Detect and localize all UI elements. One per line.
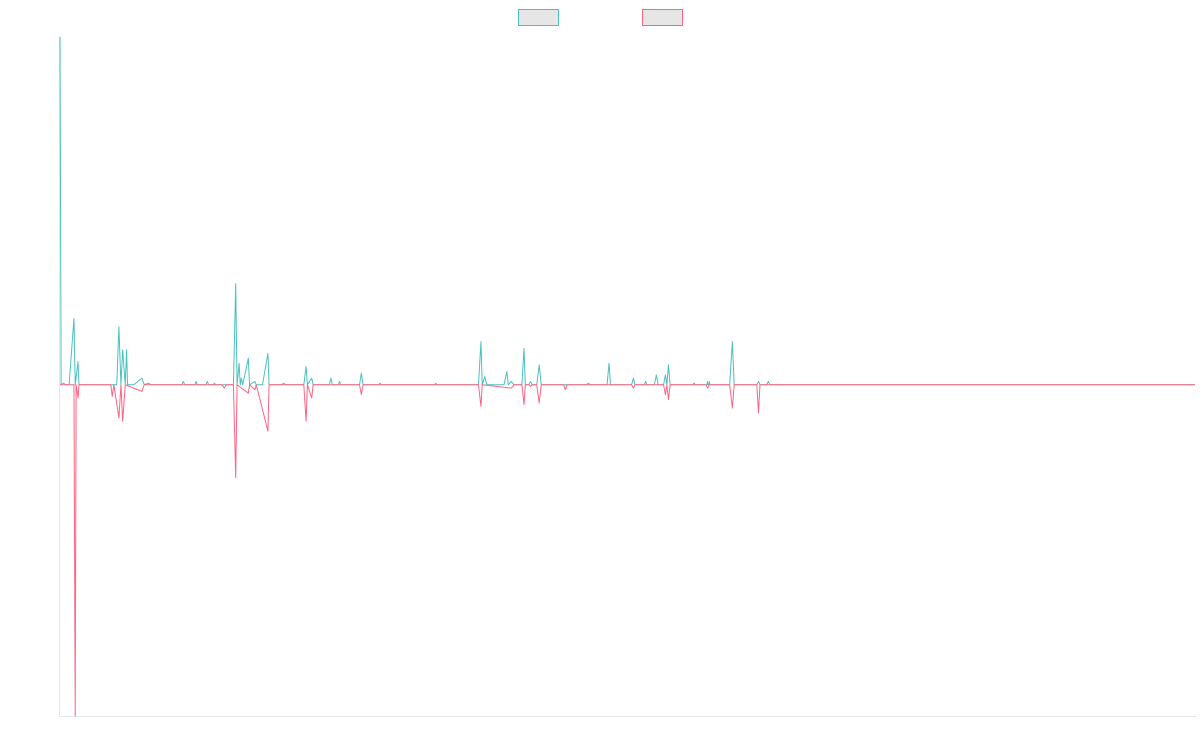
legend-swatch-1[interactable] <box>518 9 559 26</box>
series-line-1 <box>59 36 1195 386</box>
axes <box>59 37 1196 717</box>
legend <box>518 9 683 26</box>
series-layer <box>59 36 1195 717</box>
series-line-2 <box>60 384 1195 717</box>
legend-swatch-2[interactable] <box>642 9 683 26</box>
